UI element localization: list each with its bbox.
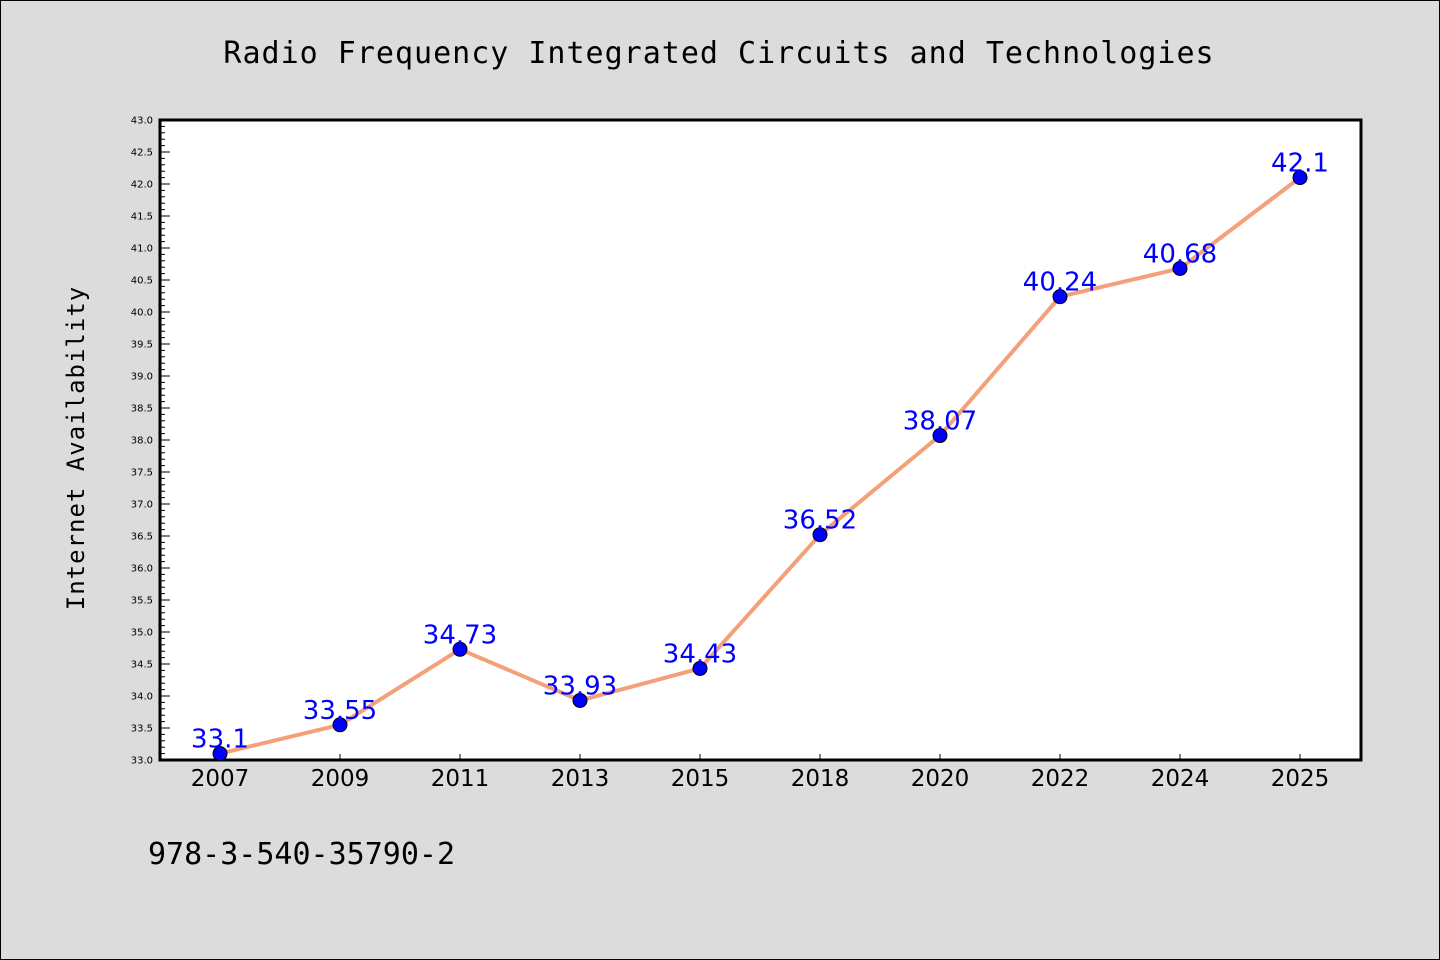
y-tick-label: 34.0 xyxy=(131,692,153,703)
y-tick-label: 41.0 xyxy=(131,244,153,255)
y-tick-label: 41.5 xyxy=(131,212,153,223)
y-tick-label: 38.0 xyxy=(131,436,153,447)
data-label-group: 33.1 33.55 34.73 33.93 34.43 36.52 38.07 40.24 4… xyxy=(191,149,1329,755)
isbn-caption: 978-3-540-35790-2 xyxy=(148,837,455,872)
y-axis-label: Internet Availability xyxy=(62,286,90,610)
x-tick-label: 2007 xyxy=(191,766,250,792)
y-tick-label: 39.5 xyxy=(131,340,153,351)
y-tick-label: 35.5 xyxy=(131,596,153,607)
data-label: 38.07 xyxy=(903,407,977,437)
y-tick-label: 39.0 xyxy=(131,372,153,383)
y-tick-label: 42.5 xyxy=(131,148,153,159)
data-label: 34.43 xyxy=(663,639,737,669)
data-point xyxy=(1052,289,1068,305)
x-tick-label: 2022 xyxy=(1031,766,1090,792)
x-tick-label: 2011 xyxy=(431,766,490,792)
y-tick-label: 43.0 xyxy=(131,116,153,127)
data-point-group xyxy=(212,170,1308,762)
x-tick-label: 2024 xyxy=(1151,766,1210,792)
x-tick-label: 2013 xyxy=(551,766,610,792)
data-label: 33.55 xyxy=(303,696,377,726)
data-point xyxy=(692,660,708,676)
x-axis: 2007 2009 2011 2013 2015 2018 2020 2022 2024 2025 xyxy=(191,754,1330,792)
data-point xyxy=(452,641,468,657)
y-tick-label: 36.0 xyxy=(131,564,153,575)
data-point xyxy=(572,692,588,708)
data-label: 40.68 xyxy=(1143,239,1217,269)
data-label: 40.24 xyxy=(1023,268,1097,298)
x-tick-label: 2009 xyxy=(311,766,370,792)
data-label: 42.1 xyxy=(1271,149,1329,179)
chart-title: Radio Frequency Integrated Circuits and … xyxy=(223,36,1214,71)
y-tick-label: 38.5 xyxy=(131,404,153,415)
y-tick-label: 37.0 xyxy=(131,500,153,511)
y-tick-label: 35.0 xyxy=(131,628,153,639)
data-point xyxy=(212,746,228,762)
x-tick-label: 2020 xyxy=(911,766,970,792)
plot-area xyxy=(158,118,1363,762)
data-point xyxy=(932,428,948,444)
y-tick-label: 33.5 xyxy=(131,724,153,735)
data-point xyxy=(332,717,348,733)
data-label: 36.52 xyxy=(783,506,857,536)
series-line xyxy=(218,175,1302,756)
y-tick-label: 37.5 xyxy=(131,468,153,479)
data-label: 33.1 xyxy=(191,725,249,755)
y-tick-label: 42.0 xyxy=(131,180,153,191)
y-tick-label: 36.5 xyxy=(131,532,153,543)
y-tick-label: 40.5 xyxy=(131,276,153,287)
data-label: 33.93 xyxy=(543,671,617,701)
y-tick-label: 33.0 xyxy=(131,756,153,767)
data-label: 34.73 xyxy=(423,620,497,650)
x-tick-label: 2018 xyxy=(791,766,850,792)
data-point xyxy=(1292,170,1308,186)
x-tick-label: 2015 xyxy=(671,766,730,792)
y-axis: 33.0 33.5 34.0 34.5 35.0 35.5 36.0 36.5 37.0 37.5… xyxy=(131,116,170,767)
data-point xyxy=(1172,260,1188,276)
series-line-group xyxy=(218,175,1302,756)
x-tick-label: 2025 xyxy=(1271,766,1330,792)
data-point xyxy=(812,527,828,543)
y-tick-label: 34.5 xyxy=(131,660,153,671)
y-tick-label: 40.0 xyxy=(131,308,153,319)
